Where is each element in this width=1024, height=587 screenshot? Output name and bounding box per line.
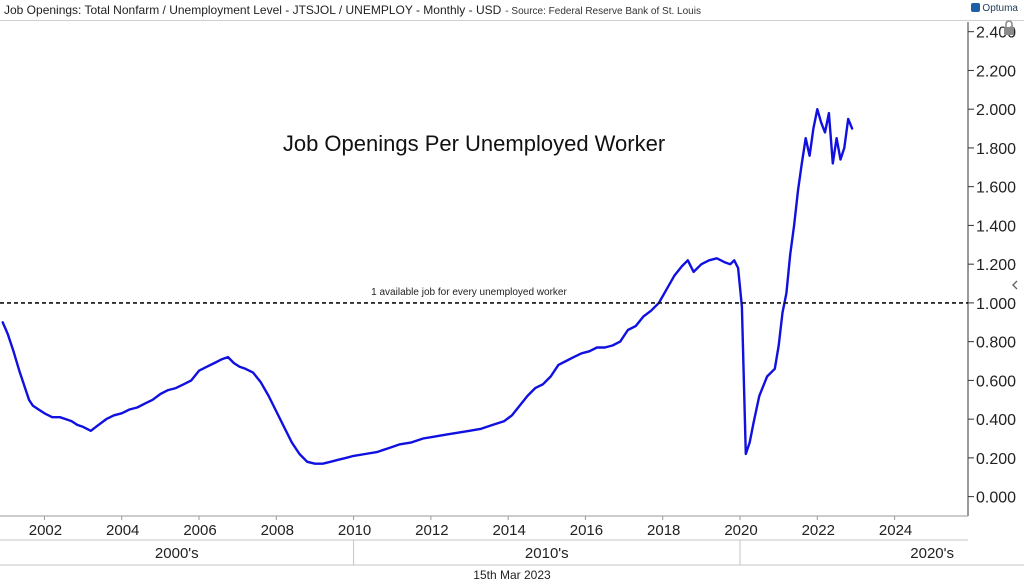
collapse-chevron-icon [1012,280,1018,290]
y-tick-label: 1.800 [976,141,1016,158]
chart-header: Job Openings: Total Nonfarm / Unemployme… [0,0,1024,21]
y-tick-label: 1.600 [976,180,1016,197]
y-tick-label: 1.400 [976,218,1016,235]
brand-logo: Optuma [971,3,1018,14]
x-tick-label: 2024 [879,522,912,539]
x-tick-label: 2020 [724,522,757,539]
y-tick-label: 0.400 [976,412,1016,429]
y-tick-label: 0.800 [976,335,1016,352]
reference-line-label: 1 available job for every unemployed wor… [371,287,567,298]
plot-area [1,108,854,465]
chart-title: Job Openings Per Unemployed Worker [283,131,665,156]
data-source: - Source: Federal Reserve Bank of St. Lo… [505,6,701,17]
y-tick-label: 2.000 [976,102,1016,119]
decade-label: 2020's [910,545,954,562]
x-tick-label: 2012 [415,522,448,539]
decade-label: 2000's [155,545,199,562]
decade-label: 2010's [525,545,569,562]
lock-icon-shackle [1005,20,1013,27]
x-tick-label: 2022 [802,522,835,539]
x-tick-label: 2010 [338,522,371,539]
x-tick-label: 2006 [183,522,216,539]
chart-header-title: Job Openings: Total Nonfarm / Unemployme… [4,3,701,17]
x-tick-label: 2014 [492,522,525,539]
x-tick-label: 2018 [647,522,680,539]
lock-icon-body [1004,27,1014,35]
x-tick-label: 2004 [106,522,139,539]
chart-date: 15th Mar 2023 [473,568,551,582]
y-tick-label: 0.600 [976,373,1016,390]
y-tick-label: 1.200 [976,257,1016,274]
x-tick-label: 2002 [29,522,62,539]
lock-icon [1004,20,1014,35]
brand-mark-icon [971,3,981,12]
y-tick-label: 0.200 [976,451,1016,468]
axes: 0.000 0.200 0.400 0.600 0.800 1.000 1.200 1.400… [0,22,1024,566]
y-tick-label: 2.200 [976,63,1016,80]
overlays: 1 available job for every unemployed wor… [0,20,1018,304]
x-tick-label: 2008 [261,522,294,539]
x-tick-label: 2016 [570,522,603,539]
y-tick-label: 0.000 [976,490,1016,507]
series-description: Job Openings: Total Nonfarm / Unemployme… [4,3,502,17]
brand-name: Optuma [982,3,1018,14]
series-line [1,108,854,465]
y-tick-label: 1.000 [976,296,1016,313]
